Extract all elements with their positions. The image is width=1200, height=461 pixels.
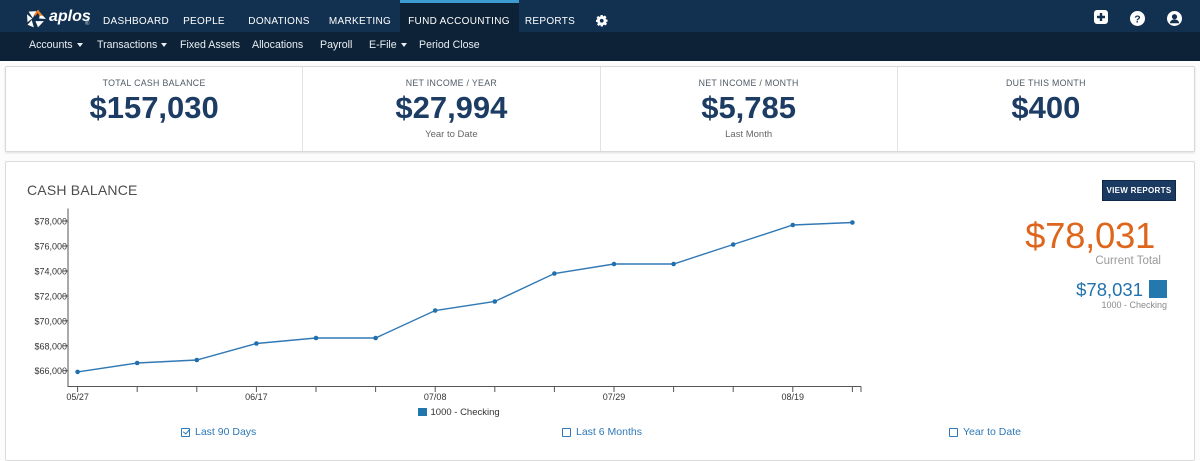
svg-text:$68,000: $68,000 bbox=[34, 341, 67, 351]
svg-text:$66,000: $66,000 bbox=[34, 366, 67, 376]
svg-text:$72,000: $72,000 bbox=[34, 292, 67, 302]
svg-text:$76,000: $76,000 bbox=[34, 242, 67, 252]
svg-text:08/19: 08/19 bbox=[782, 392, 805, 402]
svg-text:$70,000: $70,000 bbox=[34, 316, 67, 326]
svg-text:05/27: 05/27 bbox=[66, 392, 89, 402]
svg-text:06/17: 06/17 bbox=[245, 392, 268, 402]
svg-text:07/08: 07/08 bbox=[424, 392, 447, 402]
svg-text:?: ? bbox=[1134, 13, 1140, 25]
svg-text:07/29: 07/29 bbox=[603, 392, 626, 402]
svg-text:$78,000: $78,000 bbox=[34, 217, 67, 227]
svg-text:$74,000: $74,000 bbox=[34, 267, 67, 277]
